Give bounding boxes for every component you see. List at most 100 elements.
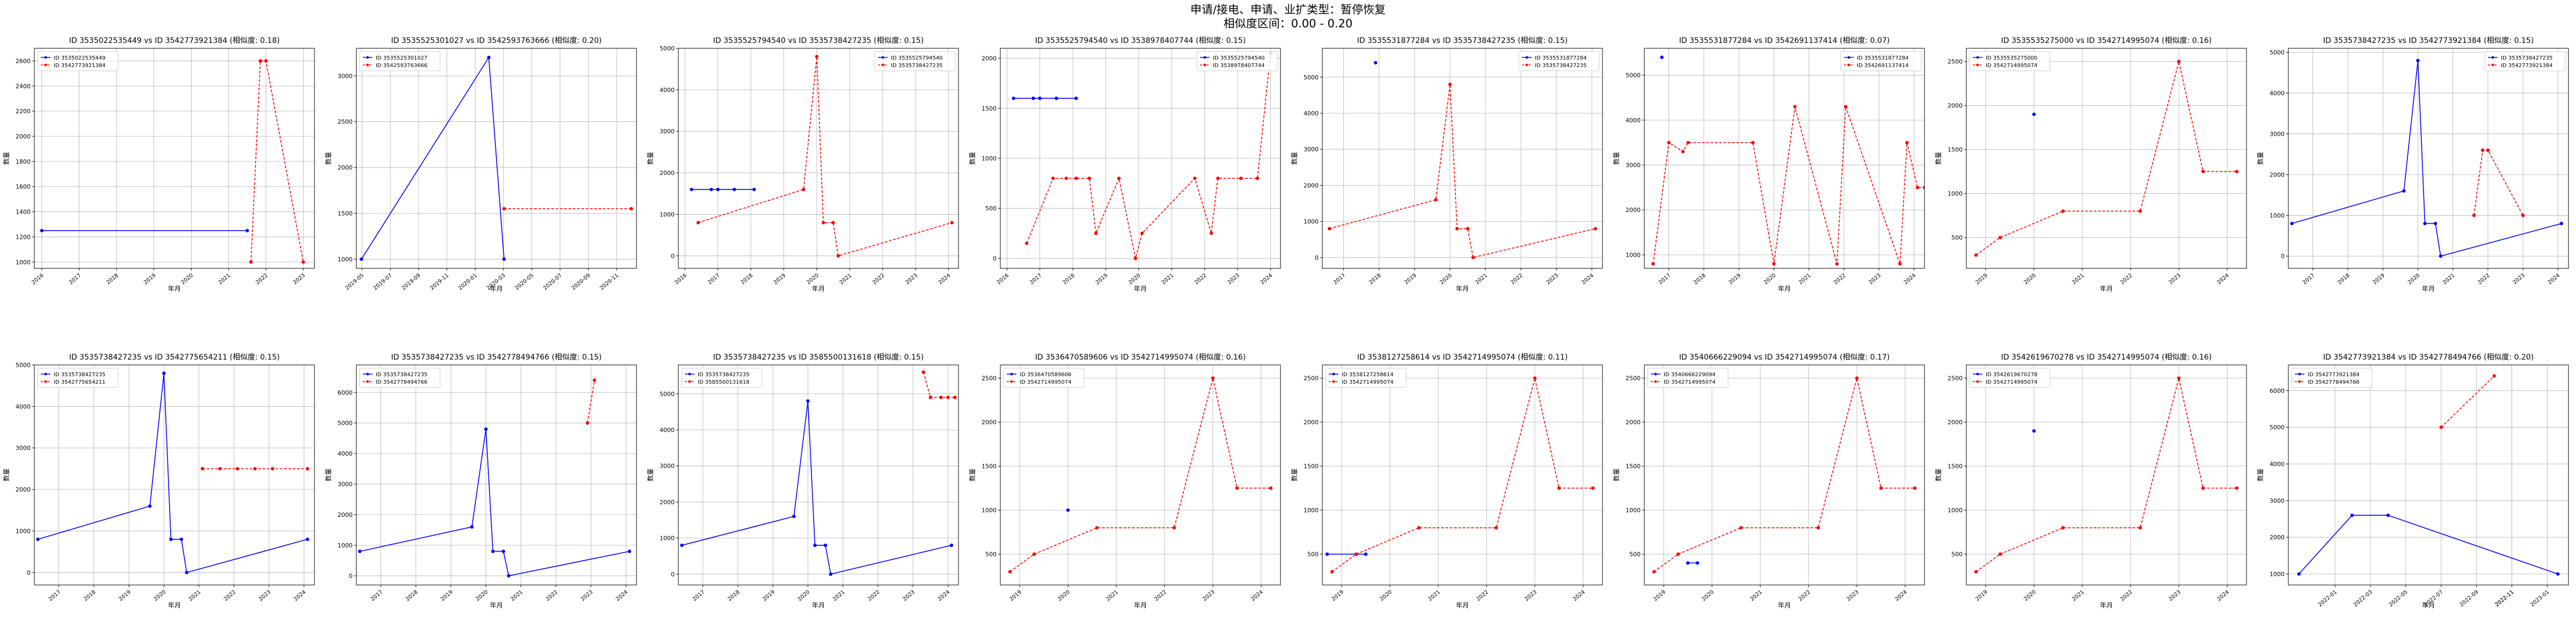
data-point — [690, 187, 693, 192]
legend-box — [1969, 368, 2051, 388]
x-axis-label: 年月 — [2422, 285, 2435, 292]
y-tick-label: 2000 — [1304, 419, 1319, 426]
plot-area — [2297, 374, 2560, 576]
subplot-title: ID 3535738427235 vs ID 3542775654211 (相似… — [69, 353, 280, 362]
data-point — [946, 396, 950, 399]
data-point — [1269, 486, 1273, 490]
legend-box — [1647, 368, 1729, 388]
data-point — [2492, 374, 2496, 378]
legend-entry: ID 3542691137414 — [1857, 63, 1909, 69]
y-tick-label: 5000 — [16, 362, 31, 369]
x-axis-label: 年月 — [1456, 602, 1469, 609]
legend-entry: ID 3542593763666 — [376, 63, 428, 69]
y-tick-label: 0 — [349, 573, 353, 580]
y-tick-label: 4000 — [338, 450, 353, 457]
legend-box — [359, 368, 441, 388]
x-tick-label: 2020-11 — [599, 273, 620, 291]
data-point — [928, 396, 933, 399]
series-line-1 — [2292, 60, 2562, 257]
data-point — [627, 550, 632, 553]
x-tick-label: 2023 — [292, 273, 306, 286]
x-tick-label: 2022 — [1194, 273, 1208, 286]
legend-marker — [1847, 63, 1850, 67]
data-point — [358, 550, 362, 553]
x-tick-label: 2022-09 — [2458, 589, 2479, 608]
subplot-8: ID 3535738427235 vs ID 3542773921384 (相似… — [2256, 36, 2569, 292]
data-point — [2290, 222, 2294, 225]
legend-marker — [2298, 380, 2301, 383]
x-tick-label: 2021 — [1798, 273, 1812, 286]
y-axis-label: 数量 — [1290, 469, 1298, 481]
y-tick-label: 5000 — [2270, 424, 2285, 431]
x-tick-label: 2023 — [1846, 589, 1860, 603]
data-point — [2350, 513, 2354, 517]
axes-frame — [1966, 48, 2247, 269]
x-tick-label: 2021 — [2442, 273, 2456, 286]
subplot-9: ID 3535738427235 vs ID 3542775654211 (相似… — [2, 353, 315, 609]
x-axis-label: 年月 — [1134, 602, 1147, 609]
y-tick-label: 4000 — [16, 403, 31, 410]
subplot-title: ID 3542773921384 vs ID 3542778494766 (相似… — [2323, 353, 2534, 362]
subplot-title: ID 3535738427235 vs ID 3542778494766 (相似… — [391, 353, 602, 362]
y-tick-label: 4000 — [1304, 110, 1319, 117]
y-tick-label: 1500 — [338, 210, 353, 217]
data-point — [1922, 186, 1924, 189]
legend-box — [1518, 51, 1600, 71]
data-point — [1686, 561, 1690, 565]
axes-frame — [356, 48, 637, 269]
data-point — [2521, 214, 2525, 217]
y-tick-label: 1000 — [338, 542, 353, 549]
x-tick-label: 2020 — [1701, 589, 1715, 603]
legend-entry: ID 3535738427235 — [698, 372, 750, 378]
x-tick-label: 2024 — [1250, 589, 1264, 603]
data-point — [2439, 425, 2443, 429]
y-tick-label: 2600 — [16, 57, 31, 64]
x-tick-label: 2020 — [1128, 273, 1142, 286]
subplot-12: ID 3536470589606 vs ID 3542714995074 (相似… — [968, 353, 1281, 609]
legend-marker — [2298, 372, 2301, 376]
y-tick-label: 1000 — [2270, 571, 2285, 578]
y-tick-label: 2500 — [338, 119, 353, 126]
x-axis-label: 年月 — [1778, 285, 1791, 292]
axes-frame — [2288, 364, 2569, 586]
x-tick-label: 2019 — [143, 273, 157, 286]
axes-frame — [1322, 48, 1603, 269]
y-axis-label: 数量 — [324, 152, 332, 165]
x-tick-label: 2023 — [2168, 589, 2182, 603]
data-point — [179, 537, 184, 541]
axes-frame — [678, 364, 959, 586]
y-tick-label: 1000 — [1626, 252, 1641, 259]
legend-marker — [44, 56, 47, 59]
x-tick-label: 2017 — [68, 273, 83, 286]
x-tick-label: 2019 — [773, 273, 787, 286]
data-point — [1974, 570, 1978, 574]
series-line-2 — [1975, 378, 2237, 573]
data-point — [249, 260, 253, 264]
data-point — [2235, 170, 2239, 173]
x-tick-label: 2019 — [1652, 589, 1667, 603]
data-point — [507, 574, 511, 578]
series-line-1 — [38, 373, 308, 573]
x-tick-label: 2019 — [1403, 273, 1418, 286]
series-line-1 — [361, 56, 505, 260]
x-tick-label: 2024 — [1572, 589, 1586, 603]
legend-marker — [1525, 63, 1528, 67]
x-tick-label: 2018 — [1693, 273, 1707, 286]
legend-entry: ID 3540666229094 — [1664, 372, 1716, 378]
legend-marker — [2491, 63, 2494, 67]
axes-frame — [1322, 364, 1603, 586]
axes-frame — [1644, 364, 1925, 586]
y-axis-label: 数量 — [1934, 469, 1942, 481]
series-line-2 — [1026, 53, 1271, 259]
axes-frame — [1966, 364, 2247, 586]
data-point — [752, 187, 756, 192]
x-tick-label: 2020 — [806, 273, 820, 286]
legend: ID 3535535275000 ID 3542714995074 — [1969, 51, 2051, 71]
y-tick-label: 5000 — [1304, 74, 1319, 81]
x-tick-label: 2024 — [1581, 273, 1596, 286]
subplot-title: ID 3535525301027 vs ID 3542593763666 (相似… — [391, 36, 602, 45]
x-tick-label: 2018 — [2337, 273, 2351, 286]
y-tick-label: 2400 — [16, 83, 31, 90]
